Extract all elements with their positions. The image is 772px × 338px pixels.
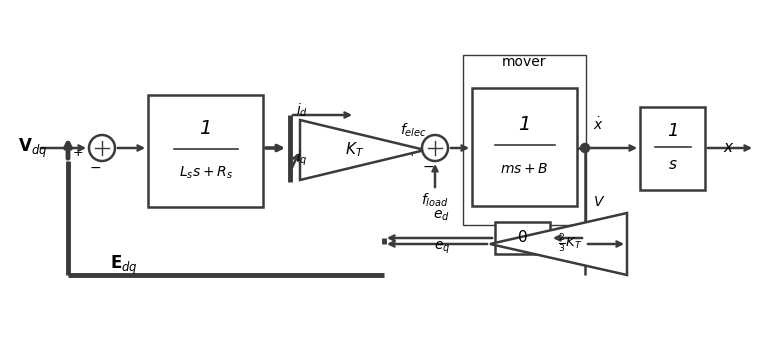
Text: 0: 0 xyxy=(518,231,527,245)
Text: −: − xyxy=(90,161,101,175)
Text: $V$: $V$ xyxy=(593,195,605,209)
Text: $ms + B$: $ms + B$ xyxy=(500,162,549,176)
Text: $e_d$: $e_d$ xyxy=(433,209,450,223)
Circle shape xyxy=(422,135,448,161)
Bar xyxy=(463,55,586,225)
Text: $i_d$: $i_d$ xyxy=(296,101,308,119)
Text: mover: mover xyxy=(502,55,547,69)
Bar xyxy=(148,95,263,207)
Text: −: − xyxy=(422,160,434,174)
Polygon shape xyxy=(300,120,425,180)
Text: $s$: $s$ xyxy=(668,157,677,172)
Text: $f_{elec}$: $f_{elec}$ xyxy=(400,121,427,139)
Text: $x$: $x$ xyxy=(723,141,734,155)
Text: $f_{load}$: $f_{load}$ xyxy=(422,192,449,210)
Text: +: + xyxy=(407,145,418,159)
Text: $L_s s + R_s$: $L_s s + R_s$ xyxy=(178,165,232,181)
Text: $\mathbf{V}_{dq}$: $\mathbf{V}_{dq}$ xyxy=(18,137,47,160)
Text: $K_T$: $K_T$ xyxy=(345,141,364,159)
Circle shape xyxy=(89,135,115,161)
Circle shape xyxy=(581,144,590,152)
Text: $e_q$: $e_q$ xyxy=(434,240,450,256)
Bar xyxy=(495,222,550,254)
Text: $\mathbf{E}_{dq}$: $\mathbf{E}_{dq}$ xyxy=(110,254,138,276)
Text: $i_q$: $i_q$ xyxy=(296,148,308,168)
Text: +: + xyxy=(73,145,83,159)
Bar xyxy=(640,107,705,190)
Text: 1: 1 xyxy=(518,116,530,135)
Polygon shape xyxy=(490,213,627,275)
Text: 1: 1 xyxy=(199,120,212,139)
Text: $\dot{x}$: $\dot{x}$ xyxy=(593,117,604,134)
Text: 1: 1 xyxy=(667,121,679,140)
Bar xyxy=(472,88,577,206)
Text: $\frac{2}{3}K_T$: $\frac{2}{3}K_T$ xyxy=(558,233,583,255)
